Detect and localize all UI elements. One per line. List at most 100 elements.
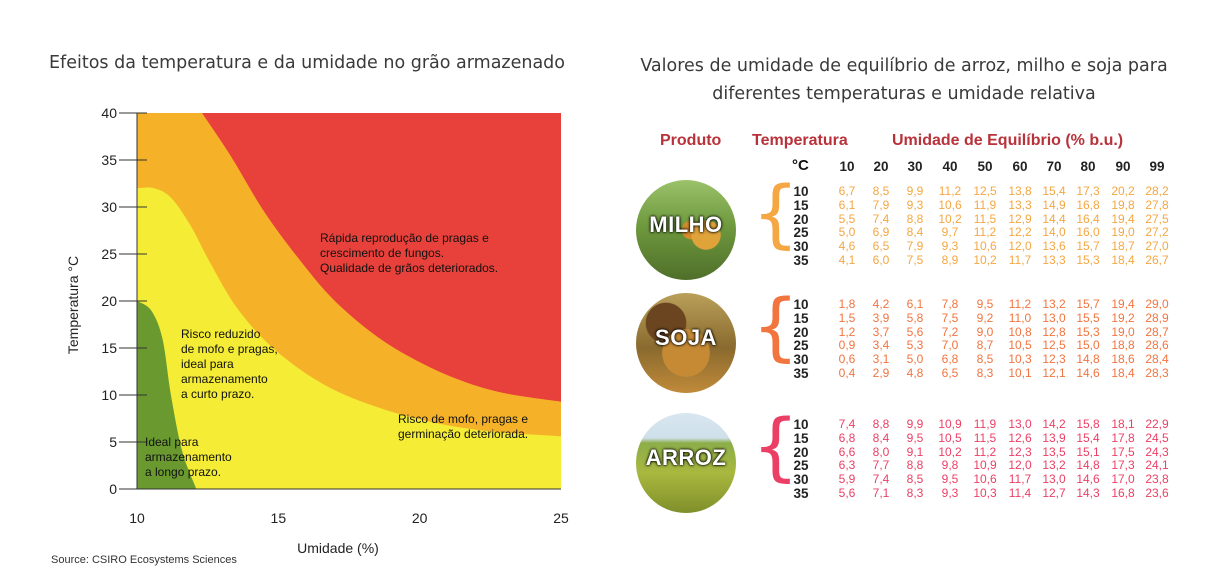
table-cell: 28,9 [1145,310,1169,325]
table-cell: 7,9 [906,239,924,254]
x-tick-label: 10 [129,510,145,526]
table-cell: 10,2 [938,211,962,226]
table-cell: 9,3 [906,197,924,212]
table-cell: 20,2 [1111,184,1135,198]
table-cell: 11,4 [1008,486,1032,500]
table-cell: 12,2 [1008,225,1032,240]
table-cell: 9,0 [976,324,994,339]
table-cell: 12,6 [1008,430,1032,445]
table-cell: 14,9 [1042,197,1066,212]
table-cell: 14,8 [1076,352,1100,367]
table-cell: 14,6 [1076,472,1100,487]
table-cell: 8,8 [906,211,924,226]
table-cell: 18,6 [1111,352,1135,367]
table-cell: 3,9 [872,310,890,325]
table-cell: 1,2 [838,324,856,339]
temperature-label: 15 [793,430,809,446]
table-cell: 7,0 [941,338,959,353]
table-cell: 19,0 [1111,225,1135,240]
table-cell: 18,1 [1111,417,1135,431]
annotation-yellow-region: armazenamento [181,372,268,386]
table-cell: 9,8 [941,458,959,473]
table-cell: 10,8 [1008,324,1032,339]
table-cell: 14,4 [1042,211,1066,226]
table-cell: 12,5 [1042,338,1066,353]
humidity-column-header: 40 [942,159,958,174]
brace-icon: { [752,404,800,490]
table-cell: 7,4 [872,472,890,487]
table-cell: 4,2 [872,297,890,311]
humidity-column-header: 90 [1115,159,1131,174]
table-cell: 9,5 [906,430,924,445]
header-unit: °C [792,157,809,174]
table-cell: 11,5 [973,211,997,226]
y-tick-label: 30 [101,199,117,215]
annotation-orange-region: Risco de mofo, pragas e [398,412,528,426]
table-cell: 6,3 [838,458,856,473]
table-cell: 5,5 [838,211,856,226]
table-cell: 28,2 [1145,184,1169,198]
table-cell: 13,0 [1042,310,1066,325]
y-tick-label: 10 [101,387,117,403]
table-cell: 28,4 [1145,352,1169,367]
annotation-yellow-region: de mofo e pragas, [181,342,278,356]
table-cell: 18,4 [1111,366,1135,380]
table-cell: 15,0 [1076,338,1100,353]
header-humidity: Umidade de Equilíbrio (% b.u.) [892,132,1124,149]
temperature-label: 35 [793,253,809,268]
table-cell: 8,3 [976,366,994,380]
table-cell: 8,4 [906,225,924,240]
table-cell: 8,7 [976,338,994,353]
annotation-yellow-region: ideal para [181,357,234,371]
table-cell: 5,3 [906,338,924,353]
table-cell: 19,4 [1111,211,1135,226]
table-cell: 15,5 [1076,310,1100,325]
table-cell: 27,0 [1145,239,1169,254]
table-title: Valores de umidade de equilíbrio de arro… [640,56,1168,104]
table-cell: 8,8 [906,458,924,473]
table-cell: 12,1 [1042,366,1066,380]
table-cell: 3,7 [872,324,890,339]
annotation-yellow-region: a curto prazo. [181,387,254,401]
table-cell: 19,8 [1111,197,1135,212]
table-cell: 14,0 [1042,225,1066,240]
table-cell: 6,8 [838,430,856,445]
table-cell: 7,7 [872,458,890,473]
table-cell: 12,0 [1008,239,1032,254]
table-cell: 15,7 [1076,239,1100,254]
temperature-label: 20 [793,211,809,227]
table-cell: 7,1 [872,486,890,500]
table-cell: 9,2 [976,310,994,325]
table-cell: 3,1 [872,352,890,367]
x-axis-label: Umidade (%) [297,540,379,556]
table-cell: 28,3 [1145,366,1169,380]
humidity-column-header: 70 [1046,159,1062,174]
table-cell: 9,9 [906,417,924,431]
x-tick-label: 15 [271,510,287,526]
table-cell: 17,0 [1111,472,1135,487]
table-cell: 10,6 [973,239,997,254]
table-cell: 10,9 [973,458,997,473]
table-cell: 10,3 [973,486,997,500]
table-cell: 28,6 [1145,338,1169,353]
table-cell: 14,6 [1076,366,1100,380]
table-cell: 19,0 [1111,324,1135,339]
moisture-temperature-chart: 0 5 10 15 20 25 30 35 40 10 15 20 25 Umidade (%) Tempe… [65,105,569,556]
temperature-label: 20 [793,324,809,340]
x-tick-label: 25 [553,510,569,526]
table-cell: 1,8 [838,297,856,311]
table-cell: 5,0 [838,225,856,240]
table-cell: 9,5 [941,472,959,487]
temperature-label: 35 [793,486,809,501]
brace-icon: { [752,171,800,257]
region-yellow [137,187,561,489]
table-cell: 28,7 [1145,324,1169,339]
table-cell: 15,7 [1076,297,1100,311]
y-tick-label: 5 [109,434,117,450]
humidity-column-header: 99 [1149,159,1165,174]
y-axis-label: Temperatura °C [65,256,81,354]
temperature-label: 20 [793,444,809,460]
table-cell: 24,3 [1145,444,1169,459]
table-cell: 6,0 [872,253,890,267]
